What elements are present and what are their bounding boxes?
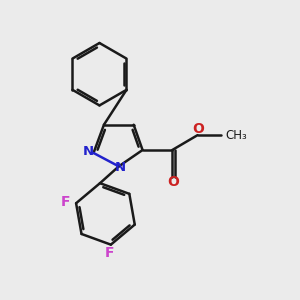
Text: CH₃: CH₃ — [226, 129, 248, 142]
Text: N: N — [115, 161, 126, 174]
Text: F: F — [105, 246, 114, 260]
Text: N: N — [82, 145, 94, 158]
Text: F: F — [61, 195, 70, 209]
Text: O: O — [167, 175, 179, 189]
Text: O: O — [192, 122, 204, 136]
